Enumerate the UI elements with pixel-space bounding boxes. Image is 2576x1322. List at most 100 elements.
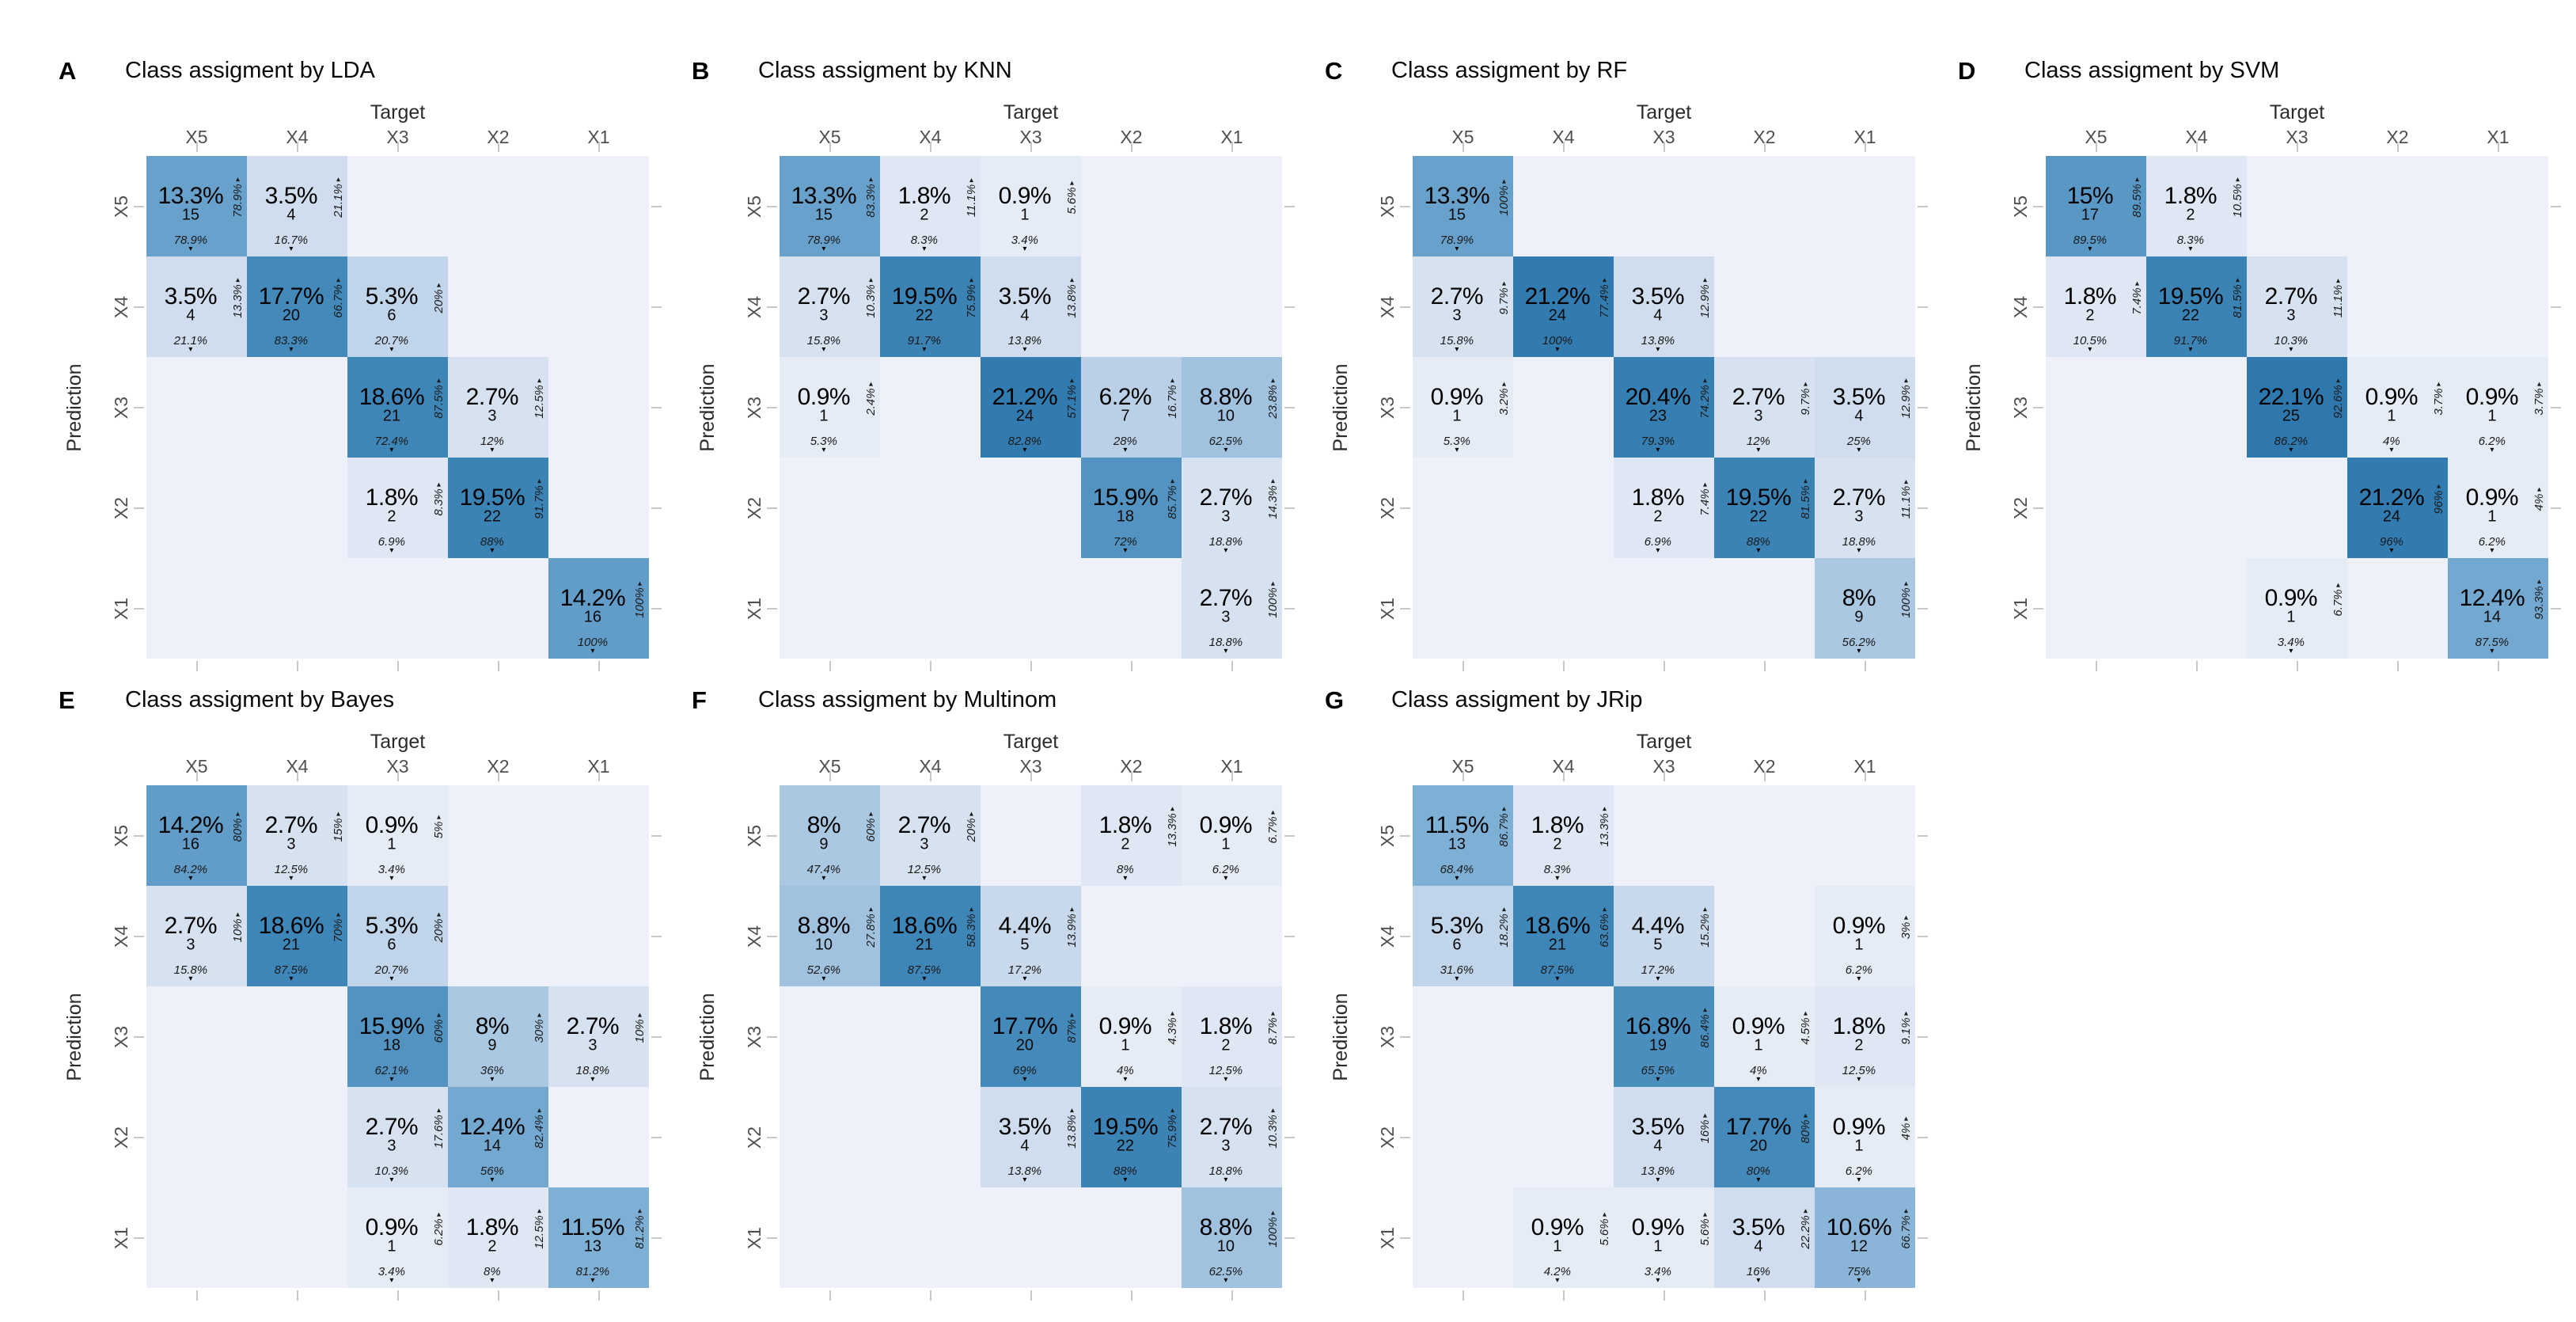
matrix-cell: [2046, 357, 2146, 458]
cell-total-percent: 3.5%: [1631, 283, 1685, 310]
matrix-cell: 19.5%22 91.7% 75.9%: [880, 256, 981, 357]
cell-total-percent: 5.3%: [365, 912, 419, 939]
matrix-cell: [1513, 458, 1614, 558]
cell-count: 4: [286, 206, 296, 224]
matrix-cell: 3.5%4 16.7% 21.1%: [247, 156, 347, 256]
axis-tick-right: [2551, 306, 2561, 308]
cell-count: 21: [282, 936, 300, 954]
cell-column-percent: 68.4%: [1440, 863, 1474, 881]
axis-tick-left: [2033, 205, 2043, 207]
axis-tick-top: [1030, 771, 1032, 781]
cell-column-percent: 10.3%: [375, 1164, 409, 1183]
axis-tick-bottom: [929, 661, 931, 671]
matrix-cell: [981, 1187, 1081, 1288]
cell-column-percent: 96%: [2380, 535, 2403, 553]
cell-column-percent: 17.2%: [1008, 963, 1042, 982]
cell-row-percent: 23.8%: [1266, 376, 1280, 419]
cell-count: 5: [1020, 936, 1030, 954]
matrix-cell: [1513, 558, 1614, 659]
cell-row-percent: 8.7%: [1266, 1009, 1280, 1044]
matrix-cell: [1614, 785, 1714, 886]
matrix-cell: 5.3%6 31.6% 18.2%: [1413, 886, 1513, 986]
cell-column-percent: 18.8%: [1209, 535, 1243, 553]
cell-count: 4: [1020, 306, 1030, 325]
matrix-cell: 1.8%2 8% 13.3%: [1081, 785, 1182, 886]
cell-column-percent: 12.5%: [1842, 1064, 1876, 1082]
cell-row-percent: 17.6%: [432, 1106, 446, 1149]
axis-tick-top: [1231, 142, 1233, 152]
prediction-class-label: X2: [1377, 1126, 1398, 1149]
axis-tick-right: [1284, 306, 1295, 308]
axis-tick-left: [1400, 607, 1410, 610]
matrix-cell: [247, 558, 347, 659]
cell-total-percent: 8.8%: [1199, 383, 1253, 410]
cell-total-percent: 18.6%: [359, 383, 425, 410]
cell-row-percent: 4%: [1899, 1114, 1913, 1140]
cell-column-percent: 3.4%: [378, 1265, 405, 1283]
matrix-cell: 1.8%2 10.5% 7.4%: [2046, 256, 2146, 357]
cell-total-percent: 0.9%: [1531, 1214, 1584, 1240]
matrix-cell: [1081, 156, 1182, 256]
prediction-axis-label: Prediction: [696, 992, 719, 1081]
axis-tick-bottom: [1030, 661, 1032, 671]
axis-tick-left: [134, 507, 144, 509]
cell-count: 21: [1548, 936, 1566, 954]
target-axis-label: Target: [370, 731, 426, 753]
target-axis-label: Target: [1003, 731, 1059, 753]
cell-row-percent: 9.7%: [1799, 379, 1812, 415]
cell-count: 15: [1447, 206, 1466, 224]
cell-column-percent: 79.3%: [1641, 435, 1675, 453]
cell-column-percent: 36%: [480, 1064, 504, 1082]
cell-total-percent: 2.7%: [1430, 283, 1484, 310]
cell-count: 19: [1648, 1036, 1667, 1054]
axis-tick-top: [2497, 142, 2499, 152]
cell-row-percent: 86.4%: [1698, 1005, 1712, 1048]
matrix-cell: 4.4%5 17.2% 15.2%: [1614, 886, 1714, 986]
cell-column-percent: 6.9%: [1645, 535, 1671, 553]
axis-tick-left: [134, 406, 144, 408]
matrix-cell: 8%9 47.4% 60%: [780, 785, 880, 886]
cell-count: 1: [1754, 1036, 1763, 1054]
cell-total-percent: 3.5%: [264, 182, 318, 209]
axis-tick-right: [1918, 1035, 1928, 1038]
cell-column-percent: 8.3%: [911, 234, 938, 252]
axis-tick-left: [134, 1237, 144, 1239]
cell-row-percent: 75.9%: [965, 275, 978, 318]
cell-column-percent: 88%: [480, 535, 504, 553]
cell-row-percent: 20%: [965, 809, 978, 841]
prediction-class-label: X5: [2010, 195, 2031, 218]
prediction-class-label: X1: [111, 597, 131, 620]
cell-count: 9: [1854, 608, 1864, 626]
matrix-cell: [247, 357, 347, 458]
matrix-cell: [448, 785, 548, 886]
cell-count: 2: [2085, 306, 2095, 325]
matrix-cell: [548, 1087, 649, 1187]
cell-count: 2: [2186, 206, 2195, 224]
cell-count: 1: [1653, 1237, 1663, 1256]
cell-total-percent: 0.9%: [2465, 484, 2519, 511]
cell-row-percent: 12.9%: [1899, 376, 1913, 419]
cell-row-percent: 100%: [633, 579, 647, 617]
cell-total-percent: 5.3%: [365, 283, 419, 310]
axis-tick-bottom: [1231, 661, 1233, 671]
matrix-cell: 19.5%22 88% 75.9%: [1081, 1087, 1182, 1187]
cell-column-percent: 17.2%: [1641, 963, 1675, 982]
axis-tick-bottom: [296, 661, 298, 671]
matrix-cell: 5.3%6 20.7% 20%: [347, 886, 448, 986]
cell-total-percent: 1.8%: [1832, 1012, 1886, 1039]
axis-tick-top: [1763, 771, 1766, 781]
matrix-cell: 3.5%4 21.1% 13.3%: [146, 256, 247, 357]
axis-tick-bottom: [497, 1290, 499, 1301]
prediction-axis-label: Prediction: [1963, 363, 1985, 452]
cell-total-percent: 8.8%: [797, 912, 851, 939]
axis-tick-right: [1918, 306, 1928, 308]
cell-count: 3: [1221, 608, 1231, 626]
axis-tick-right: [651, 507, 662, 509]
cell-row-percent: 20%: [432, 910, 446, 942]
cell-column-percent: 72%: [1113, 535, 1137, 553]
cell-column-percent: 8.3%: [1544, 863, 1571, 881]
cell-column-percent: 6.9%: [378, 535, 405, 553]
axis-tick-left: [1400, 1035, 1410, 1038]
cell-column-percent: 72.4%: [375, 435, 409, 453]
